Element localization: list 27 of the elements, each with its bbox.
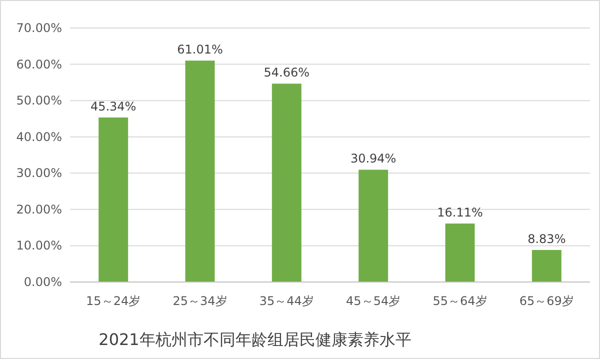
y-tick-label: 60.00% (16, 57, 62, 72)
bar (358, 170, 388, 282)
bar (185, 60, 215, 282)
data-label: 16.11% (437, 206, 483, 220)
x-tick-label: 25～34岁 (172, 294, 228, 308)
x-tick-label: 45～54岁 (346, 294, 401, 308)
x-tick-label: 55～64岁 (432, 294, 488, 308)
y-tick-label: 0.00% (24, 275, 62, 289)
data-label: 8.83% (528, 232, 566, 246)
bar (445, 224, 475, 282)
y-tick-label: 50.00% (16, 94, 62, 108)
data-label: 30.94% (350, 152, 396, 166)
data-label: 61.01% (177, 42, 223, 57)
x-tick-label: 35～44岁 (259, 294, 314, 308)
bar (532, 250, 562, 282)
y-tick-label: 20.00% (16, 202, 62, 216)
text: 2021年杭州市不同年龄组居民健康素养水平 (98, 330, 412, 349)
y-tick-label: 70.00% (16, 21, 62, 35)
data-label: 54.66% (264, 66, 310, 80)
bar (98, 117, 128, 282)
data-label: 45.34% (90, 99, 136, 114)
x-tick-label: 65～69岁 (519, 294, 574, 308)
y-tick-label: 10.00% (16, 238, 62, 253)
y-tick-label: 40.00% (16, 130, 62, 144)
y-tick-label: 30.00% (16, 166, 62, 180)
x-tick-label: 15～24岁 (86, 294, 141, 308)
bar (272, 84, 302, 282)
